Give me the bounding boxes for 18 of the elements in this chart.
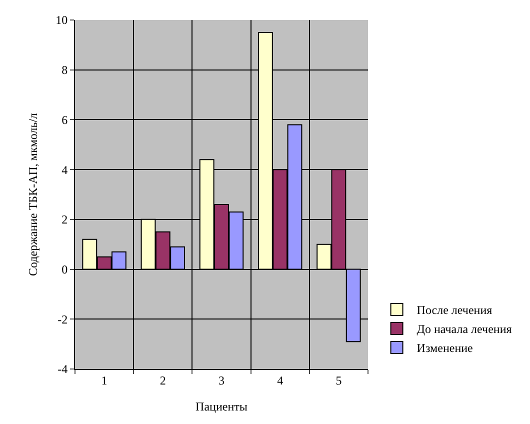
x-tick-label: 3 bbox=[218, 373, 224, 388]
x-tick-label: 4 bbox=[277, 373, 284, 388]
legend-label: Изменение bbox=[416, 341, 473, 356]
legend-label: После лечения bbox=[416, 303, 493, 318]
x-tick-label: 1 bbox=[101, 373, 108, 388]
x-tick-label: 5 bbox=[336, 373, 342, 388]
legend-label: До начала лечения bbox=[416, 322, 512, 336]
y-tick-label: 0 bbox=[62, 262, 68, 276]
y-tick-label: 10 bbox=[56, 13, 68, 28]
y-axis-title: Содержание ТБК-АП, мкмоль/л bbox=[26, 112, 40, 276]
y-tick-label: 4 bbox=[62, 162, 68, 177]
x-tick-label: 2 bbox=[160, 373, 166, 388]
x-axis-title: Пациенты bbox=[196, 399, 248, 414]
y-tick-label: 8 bbox=[62, 63, 68, 78]
y-tick-label: -2 bbox=[58, 312, 68, 326]
y-tick-label: -4 bbox=[58, 362, 68, 376]
y-tick-label: 6 bbox=[62, 112, 68, 127]
y-tick-label: 2 bbox=[62, 212, 68, 227]
